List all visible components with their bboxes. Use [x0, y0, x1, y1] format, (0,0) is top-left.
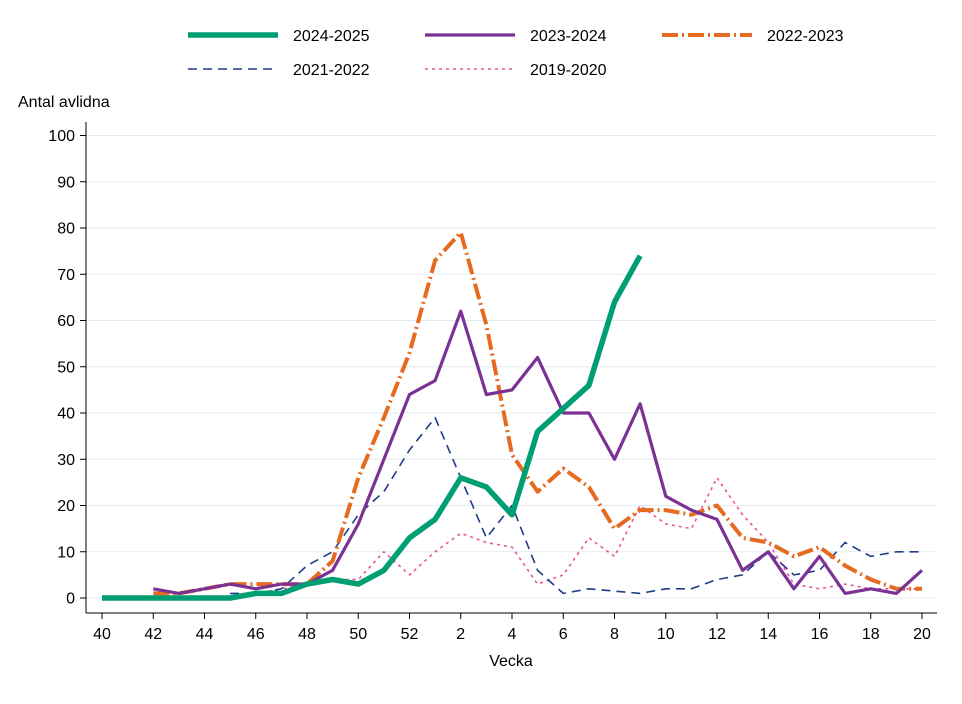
- x-tick-label: 20: [913, 626, 931, 643]
- legend-label: 2019-2020: [530, 62, 607, 79]
- legend-label: 2023-2024: [530, 28, 607, 45]
- gridlines: [86, 135, 937, 599]
- x-tick-label: 46: [247, 626, 265, 643]
- x-tick-label: 42: [144, 626, 162, 643]
- y-tick-label: 20: [57, 498, 75, 515]
- x-tick-label: 48: [298, 626, 316, 643]
- x-tick-label: 44: [196, 626, 214, 643]
- y-tick-label: 30: [57, 452, 75, 469]
- x-axis-title: Vecka: [489, 653, 533, 670]
- legend-item: 2024-2025: [188, 28, 370, 45]
- y-tick-label: 0: [66, 591, 75, 608]
- series-line: [153, 309, 924, 596]
- legend-item: 2022-2023: [662, 28, 844, 45]
- x-tick-label: 40: [93, 626, 111, 643]
- series-2024-2025: [102, 254, 643, 601]
- legend-item: 2023-2024: [425, 28, 607, 45]
- x-tick-label: 50: [349, 626, 367, 643]
- y-tick-label: 90: [57, 174, 75, 191]
- y-axis-title: Antal avlidna: [18, 94, 110, 111]
- x-tick-label: 2: [456, 626, 465, 643]
- y-tick-label: 10: [57, 544, 75, 561]
- y-tick-label: 100: [48, 128, 75, 145]
- y-tick-label: 80: [57, 221, 75, 238]
- x-tick-label: 6: [559, 626, 568, 643]
- series-line: [255, 476, 922, 595]
- series-2023-2024: [153, 309, 924, 596]
- x-tick-label: 52: [401, 626, 419, 643]
- series-lines: [102, 230, 924, 601]
- legend-label: 2022-2023: [767, 28, 844, 45]
- y-tick-label: 50: [57, 359, 75, 376]
- y-tick-label: 40: [57, 406, 75, 423]
- series-line: [153, 230, 922, 596]
- legend: 2024-2025 2023-2024 2022-2023 2021-2022 2019…: [188, 28, 844, 79]
- x-tick-label: 18: [862, 626, 880, 643]
- x-tick-label: 4: [508, 626, 517, 643]
- legend-label: 2021-2022: [293, 62, 370, 79]
- series-line: [102, 254, 643, 601]
- legend-item: 2021-2022: [188, 62, 370, 79]
- series-2019-2020: [255, 476, 922, 595]
- x-tick-label: 16: [811, 626, 829, 643]
- series-2022-2023: [153, 230, 922, 596]
- x-tick-label: 12: [708, 626, 726, 643]
- y-tick-label: 70: [57, 267, 75, 284]
- x-tick-label: 8: [610, 626, 619, 643]
- y-tick-label: 60: [57, 313, 75, 330]
- x-tick-label: 10: [657, 626, 675, 643]
- legend-label: 2024-2025: [293, 28, 370, 45]
- x-tick-label: 14: [759, 626, 777, 643]
- legend-item: 2019-2020: [425, 62, 607, 79]
